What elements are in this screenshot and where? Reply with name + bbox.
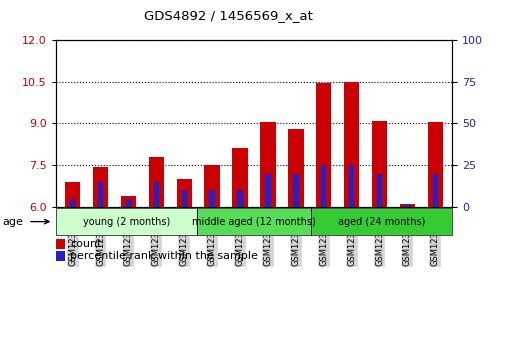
- Text: percentile rank within the sample: percentile rank within the sample: [70, 251, 258, 261]
- Bar: [237, 190, 243, 207]
- Text: young (2 months): young (2 months): [83, 217, 170, 227]
- Bar: [204, 165, 220, 207]
- Bar: [98, 182, 103, 207]
- Bar: [428, 122, 443, 207]
- Bar: [232, 148, 248, 207]
- Text: middle aged (12 months): middle aged (12 months): [192, 217, 316, 227]
- Bar: [126, 199, 131, 207]
- Bar: [153, 182, 159, 207]
- Bar: [316, 83, 331, 207]
- Bar: [121, 196, 136, 207]
- Bar: [65, 182, 80, 207]
- Text: count: count: [70, 239, 102, 249]
- Bar: [377, 174, 382, 207]
- Text: age: age: [3, 217, 23, 227]
- Bar: [400, 204, 415, 207]
- Bar: [209, 190, 215, 207]
- Bar: [372, 121, 387, 207]
- Bar: [265, 174, 271, 207]
- Bar: [405, 204, 410, 207]
- Bar: [93, 167, 108, 207]
- Bar: [177, 179, 192, 207]
- Bar: [260, 122, 276, 207]
- Text: aged (24 months): aged (24 months): [338, 217, 425, 227]
- Bar: [288, 129, 304, 207]
- Bar: [344, 82, 359, 207]
- Bar: [293, 174, 299, 207]
- Bar: [149, 157, 164, 207]
- Text: GDS4892 / 1456569_x_at: GDS4892 / 1456569_x_at: [144, 9, 313, 22]
- Bar: [70, 199, 75, 207]
- Bar: [181, 190, 187, 207]
- Bar: [433, 174, 438, 207]
- Bar: [321, 165, 327, 207]
- Bar: [349, 165, 355, 207]
